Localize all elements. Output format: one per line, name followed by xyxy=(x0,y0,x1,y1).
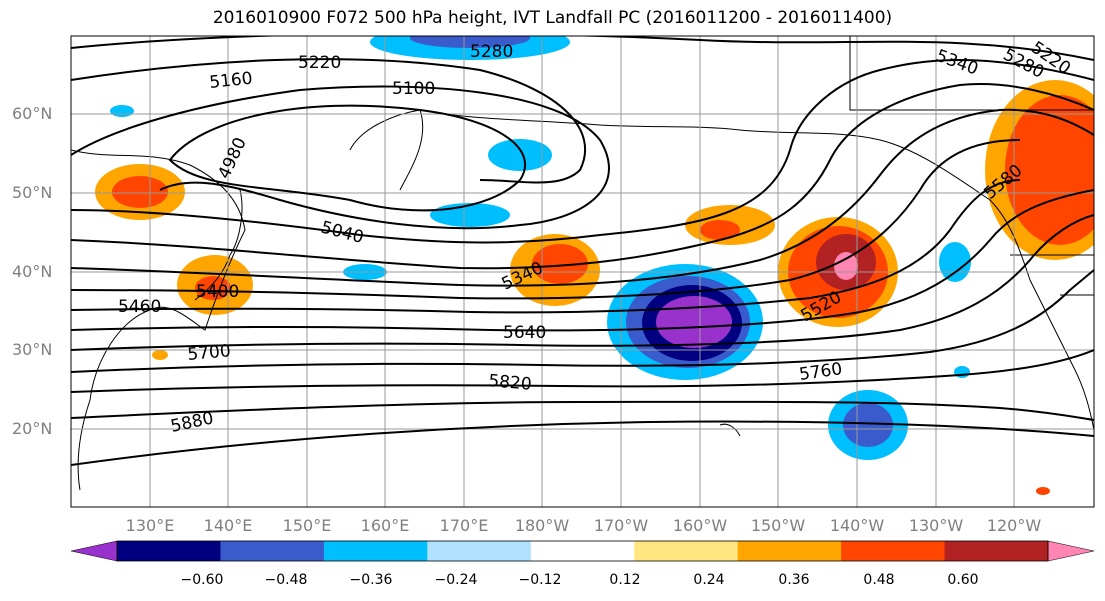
height-contours xyxy=(71,36,1094,466)
contour-label: 5640 xyxy=(503,323,546,343)
lon-label: 130°W xyxy=(908,516,964,535)
colorbar-segment xyxy=(220,541,325,561)
lat-label: 50°N xyxy=(12,183,53,202)
lon-label: 140°W xyxy=(829,516,885,535)
colorbar-segment xyxy=(944,541,1049,561)
contour-label: 5820 xyxy=(488,371,533,395)
map-title: 2016010900 F072 500 hPa height, IVT Land… xyxy=(212,8,893,28)
lat-label: 20°N xyxy=(12,419,53,438)
colorbar-tick: 0.60 xyxy=(947,572,979,588)
lat-label: 30°N xyxy=(12,340,53,359)
colorbar-tick: −0.60 xyxy=(180,572,224,588)
colorbar-segment xyxy=(323,541,428,561)
plot-frame xyxy=(70,35,1095,508)
colorbar-left-extension xyxy=(70,540,118,562)
lat-label: 40°N xyxy=(12,262,53,281)
contour-label: 5400 xyxy=(196,282,239,302)
colorbar-tick: −0.12 xyxy=(518,572,562,588)
contour-label: 5220 xyxy=(298,53,341,73)
colorbar-tick: 0.36 xyxy=(778,572,810,588)
colorbar-tick: −0.24 xyxy=(434,572,478,588)
contour-label: 5460 xyxy=(118,297,161,317)
gridlines xyxy=(71,36,1094,507)
colorbar-tick: −0.36 xyxy=(349,572,393,588)
colorbar-segment xyxy=(737,541,842,561)
colorbar-segment xyxy=(117,541,221,561)
contour-label: 5100 xyxy=(392,79,435,99)
lon-label: 130°E xyxy=(125,516,175,535)
colorbar-tick: 0.24 xyxy=(693,572,725,588)
lon-label: 150°W xyxy=(750,516,806,535)
colorbar-frame xyxy=(116,540,1049,562)
colorbar-tick: −0.48 xyxy=(264,572,308,588)
colorbar-tick: 0.12 xyxy=(609,572,641,588)
colorbar-segments xyxy=(117,541,1049,561)
lon-label: 140°E xyxy=(203,516,253,535)
contour-label: 5160 xyxy=(208,69,253,93)
lon-label: 120°W xyxy=(986,516,1042,535)
contour-label: 5280 xyxy=(470,42,513,62)
colorbar-right-extension xyxy=(1047,540,1095,562)
lon-label: 180°W xyxy=(514,516,570,535)
lon-label: 150°E xyxy=(282,516,332,535)
colorbar-segment xyxy=(427,541,532,561)
lon-label: 160°W xyxy=(672,516,728,535)
lat-label: 60°N xyxy=(12,104,53,123)
lon-label: 170°W xyxy=(593,516,649,535)
colorbar-segment xyxy=(634,541,739,561)
colorbar-segment xyxy=(530,541,635,561)
contour-label: 5700 xyxy=(187,341,232,365)
colorbar-tick: 0.48 xyxy=(863,572,895,588)
colorbar-segment xyxy=(841,541,946,561)
lon-label: 160°E xyxy=(360,516,410,535)
lon-label: 170°E xyxy=(439,516,489,535)
